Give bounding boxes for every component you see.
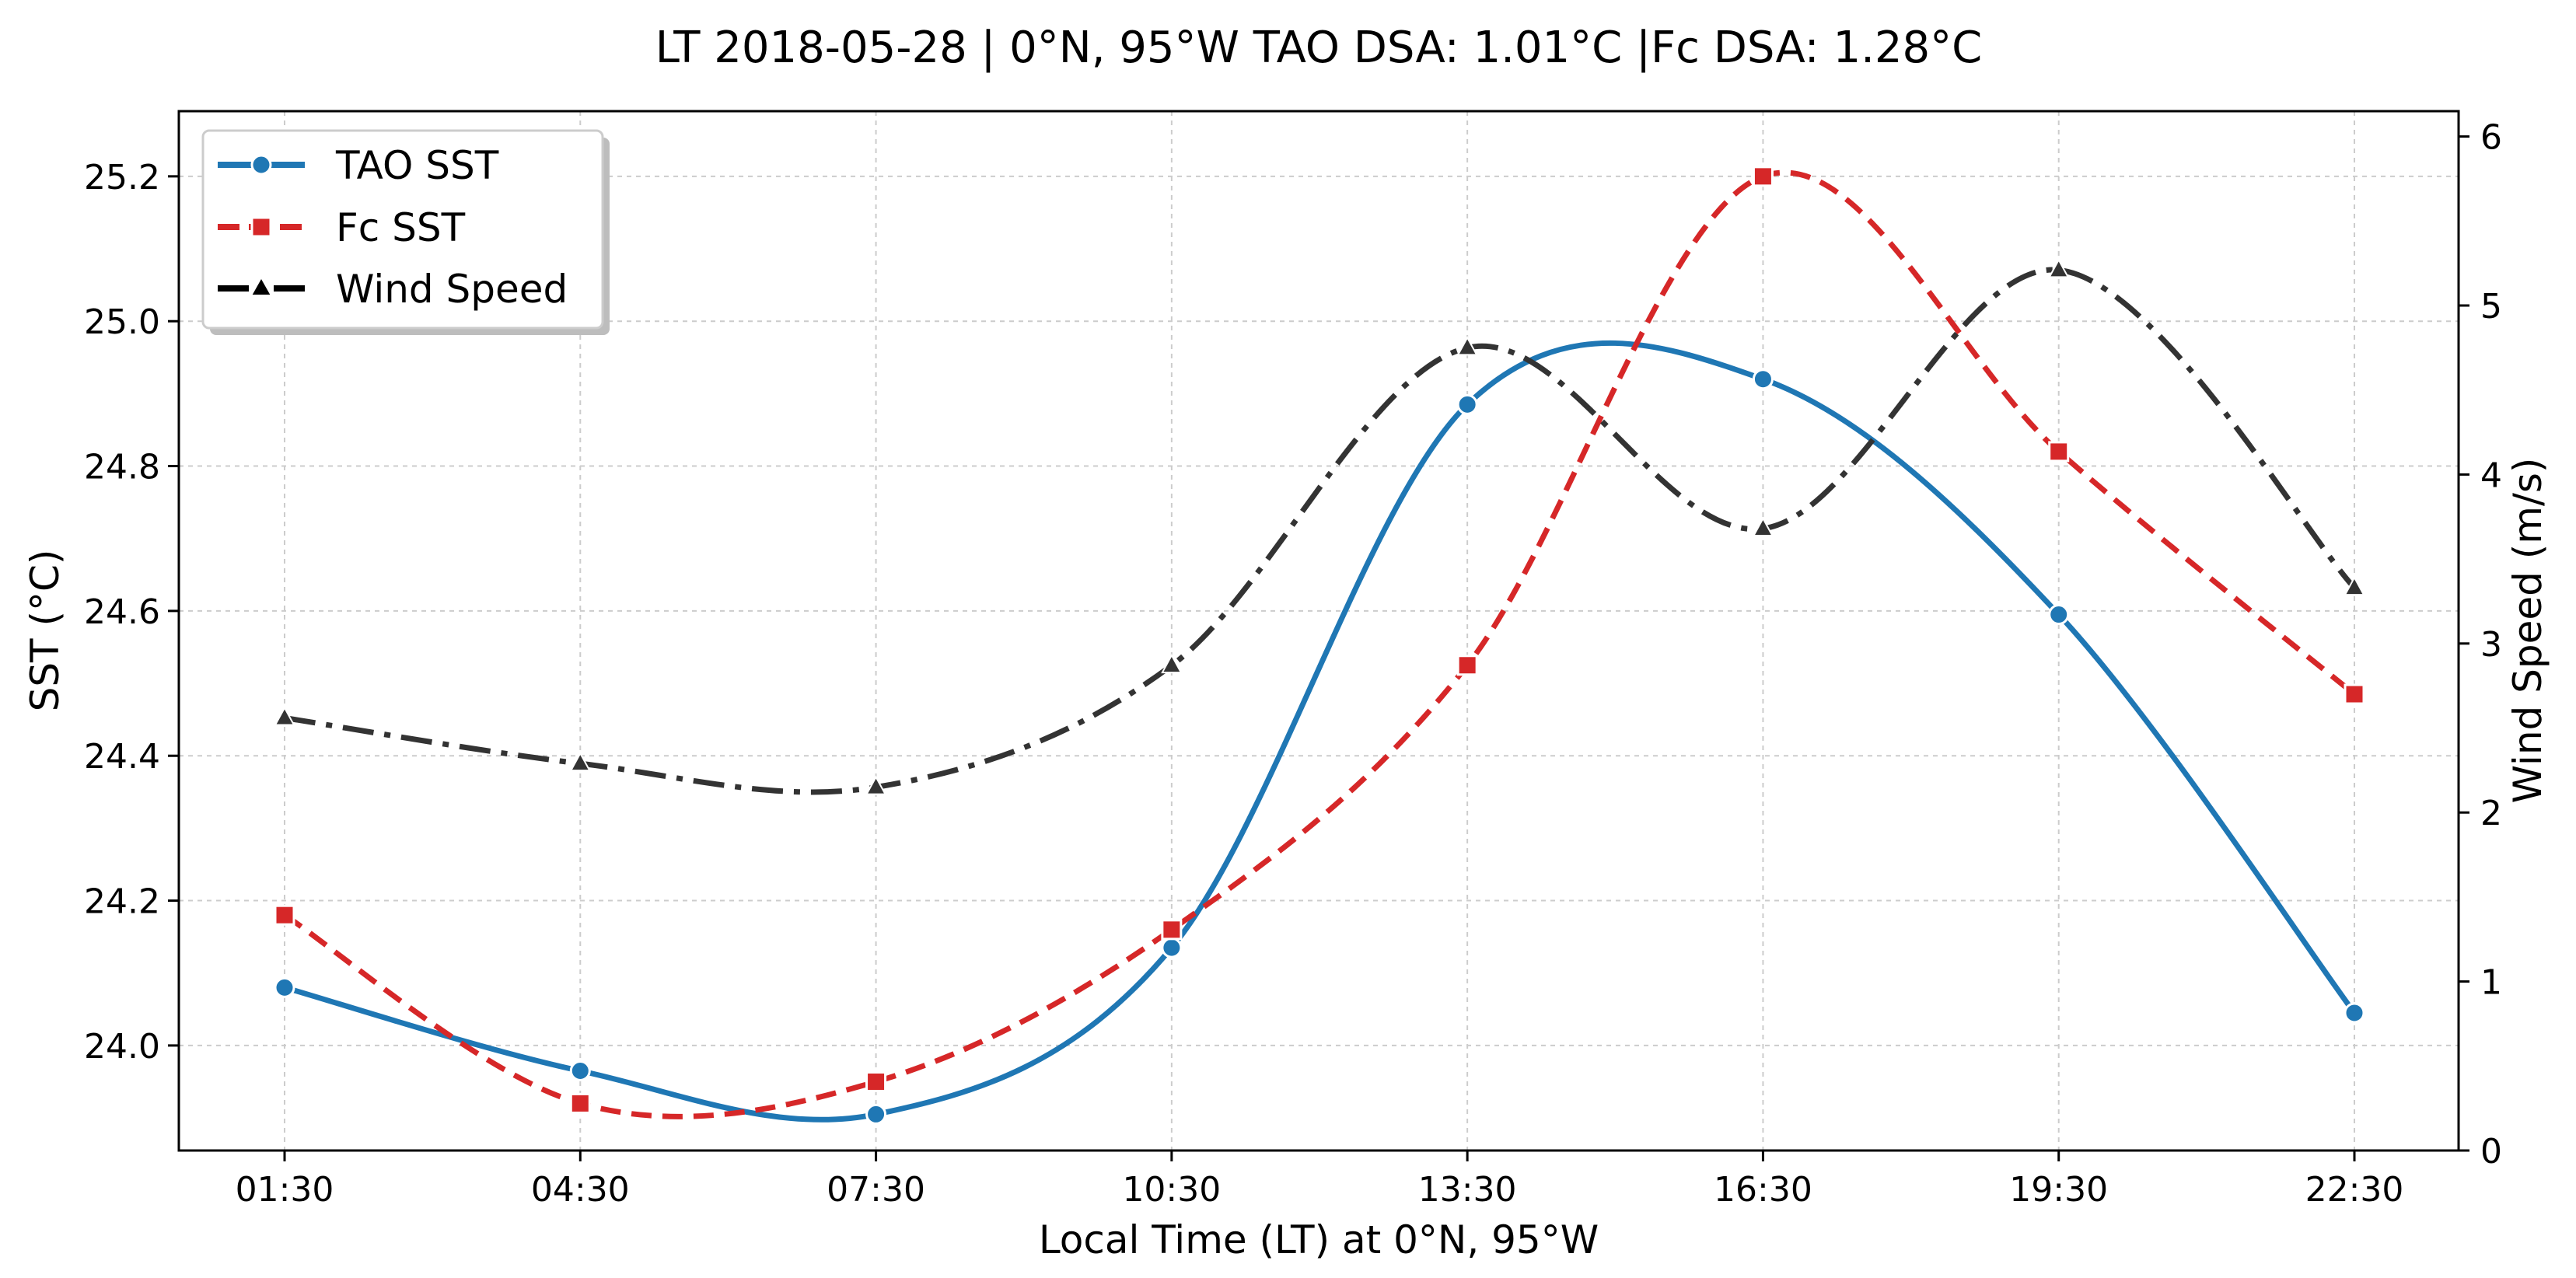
y-right-tick-label: 6 bbox=[2480, 118, 2502, 158]
y-left-tick-label: 24.8 bbox=[84, 448, 160, 487]
legend-marker-fc-sst bbox=[250, 216, 272, 238]
legend-label-wind-speed: Wind Speed bbox=[336, 267, 568, 312]
y-right-tick-label: 0 bbox=[2480, 1132, 2502, 1172]
data-point-fc-sst bbox=[865, 1070, 887, 1092]
data-point-tao-sst bbox=[1161, 937, 1183, 958]
data-point-wind-speed bbox=[1752, 516, 1774, 536]
data-point-fc-sst bbox=[1752, 166, 1774, 187]
y-left-tick-label: 24.0 bbox=[84, 1027, 160, 1067]
y-left-tick-label: 25.2 bbox=[84, 158, 160, 197]
data-point-fc-sst bbox=[569, 1092, 591, 1114]
y-right-tick-label: 5 bbox=[2480, 287, 2502, 326]
y-left-tick-label: 24.4 bbox=[84, 737, 160, 777]
y-axis-right-label: Wind Speed (m/s) bbox=[2505, 458, 2550, 804]
plot-frame bbox=[177, 110, 2460, 1152]
legend-box bbox=[201, 129, 604, 330]
legend-marker-wind-speed bbox=[250, 275, 273, 296]
data-point-fc-sst bbox=[274, 904, 295, 926]
chart-title: LT 2018-05-28 | 0°N, 95°W TAO DSA: 1.01°… bbox=[655, 23, 1982, 73]
x-axis: 01:30 04:30 07:30 10:30 13:30 16:30 19:30 22:30 bbox=[236, 1151, 2404, 1210]
data-point-fc-sst bbox=[1161, 919, 1183, 941]
y-axis-left-label: SST (°C) bbox=[23, 550, 68, 712]
data-point-fc-sst bbox=[2048, 441, 2070, 463]
series-layer bbox=[274, 166, 2365, 1125]
y-right-tick-label: 4 bbox=[2480, 456, 2502, 495]
data-point-tao-sst bbox=[274, 976, 295, 998]
y-left-tick-label: 24.2 bbox=[84, 882, 160, 922]
x-tick-label: 19:30 bbox=[2009, 1170, 2108, 1210]
grid-layer bbox=[179, 111, 2459, 1151]
series-line-fc-sst bbox=[283, 169, 2357, 1119]
legend-label-tao-sst: TAO SST bbox=[335, 143, 499, 188]
y-left-tick-label: 25.0 bbox=[84, 302, 160, 342]
x-tick-label: 04:30 bbox=[531, 1170, 630, 1210]
legend: TAO SST Fc SST Wind Speed bbox=[201, 129, 610, 335]
y-left-tick-label: 24.6 bbox=[84, 592, 160, 632]
data-point-fc-sst bbox=[1456, 655, 1478, 676]
x-tick-label: 16:30 bbox=[1714, 1170, 1812, 1210]
data-point-tao-sst bbox=[2048, 604, 2070, 626]
data-point-tao-sst bbox=[1752, 368, 1774, 390]
data-point-wind-speed bbox=[274, 706, 295, 726]
x-tick-label: 13:30 bbox=[1418, 1170, 1517, 1210]
data-point-wind-speed bbox=[569, 752, 591, 772]
data-point-tao-sst bbox=[865, 1103, 887, 1125]
y-axis-right: 0 1 2 3 4 5 6 bbox=[2459, 118, 2502, 1172]
data-point-wind-speed bbox=[865, 775, 887, 795]
data-point-tao-sst bbox=[1456, 393, 1478, 415]
x-tick-label: 22:30 bbox=[2305, 1170, 2404, 1210]
x-tick-label: 10:30 bbox=[1122, 1170, 1221, 1210]
series-line-wind-speed bbox=[284, 267, 2357, 795]
y-right-tick-label: 2 bbox=[2480, 794, 2502, 833]
data-point-tao-sst bbox=[569, 1060, 591, 1082]
data-point-fc-sst bbox=[2344, 683, 2365, 705]
legend-marker-tao-sst bbox=[250, 154, 272, 176]
y-right-tick-label: 1 bbox=[2480, 963, 2502, 1003]
data-point-tao-sst bbox=[2344, 1002, 2365, 1024]
y-right-tick-label: 3 bbox=[2480, 625, 2502, 665]
x-tick-label: 01:30 bbox=[236, 1170, 334, 1210]
legend-label-fc-sst: Fc SST bbox=[336, 205, 466, 250]
data-point-wind-speed bbox=[1456, 336, 1478, 356]
x-tick-label: 07:30 bbox=[827, 1170, 925, 1210]
data-point-wind-speed bbox=[2344, 575, 2365, 596]
x-axis-label: Local Time (LT) at 0°N, 95°W bbox=[1039, 1217, 1599, 1262]
y-axis-left: 24.0 24.2 24.4 24.6 24.8 25.0 25.2 bbox=[84, 158, 179, 1067]
data-point-wind-speed bbox=[1161, 653, 1183, 674]
data-point-wind-speed bbox=[2048, 258, 2070, 278]
